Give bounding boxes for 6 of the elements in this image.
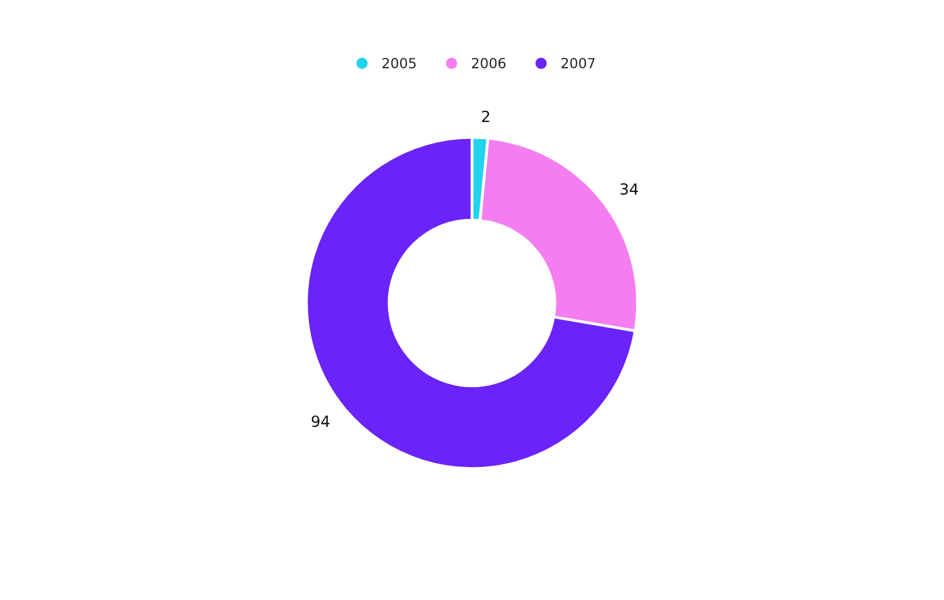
legend-label: 2007 — [562, 58, 595, 68]
legend-label: 2006 — [472, 58, 506, 68]
data-label: 94 — [312, 415, 330, 428]
data-label: 2 — [482, 110, 490, 122]
legend-label: 2005 — [382, 58, 416, 68]
data-label: 34 — [620, 183, 638, 195]
